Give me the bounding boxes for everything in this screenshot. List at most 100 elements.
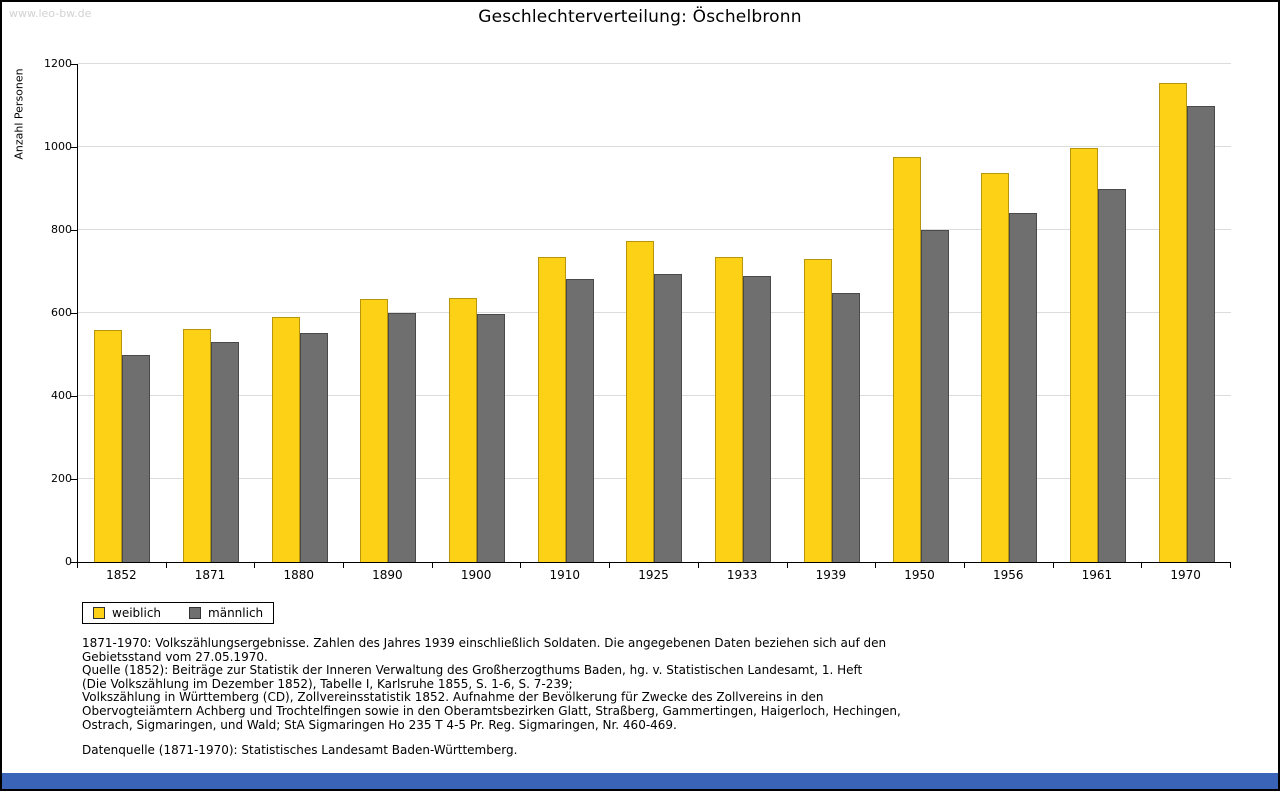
y-tick-label-1200: 1200	[44, 57, 72, 70]
bar-weiblich-1950	[892, 157, 921, 562]
x-tick-label-1871: 1871	[194, 568, 226, 582]
bar-weiblich-1956	[981, 172, 1010, 562]
y-tick-mark-400	[71, 396, 77, 397]
y-tick-label-600: 600	[51, 306, 72, 319]
gridline-1000	[78, 146, 1231, 147]
bar-weiblich-1852	[94, 329, 123, 562]
y-axis-label: Anzahl Personen	[12, 68, 26, 160]
bar-group-1933	[699, 64, 788, 562]
watermark-text: www.leo-bw.de	[9, 7, 92, 20]
y-tick-mark-1200	[71, 64, 77, 65]
bar-männlich-1890	[388, 312, 417, 562]
bar-männlich-1900	[477, 314, 506, 562]
x-tick-label-1961: 1961	[1081, 568, 1113, 582]
bar-männlich-1939	[831, 292, 860, 562]
y-tick-mark-800	[71, 230, 77, 231]
x-axis-labels: 1852 1871 1880 1890 1900 1910 1925 1933 1939 1950…	[77, 568, 1230, 582]
footnote-line-7: Ostrach, Sigmaringen, und Wald; StA Sigm…	[82, 717, 677, 732]
x-tick-label-1950: 1950	[904, 568, 935, 582]
bar-weiblich-1871	[183, 329, 212, 562]
bar-männlich-1880	[299, 332, 328, 562]
legend-label-weiblich: weiblich	[112, 606, 162, 620]
footnote-line-3: Quelle (1852): Beiträge zur Statistik de…	[82, 663, 863, 678]
footnote-line-2: Gebietsstand vom 27.05.1970.	[82, 649, 268, 664]
bar-group-1890	[344, 64, 433, 562]
x-tick-mark-10	[963, 563, 965, 568]
x-tick-mark-11	[1052, 563, 1054, 568]
x-tick-label-1890: 1890	[372, 568, 403, 582]
bar-group-1956	[965, 64, 1054, 562]
footnote-line-5: Volkszählung in Württemberg (CD), Zollve…	[82, 690, 824, 705]
bar-männlich-1950	[920, 229, 949, 562]
footnote-line-1: 1871-1970: Volkszählungsergebnisse. Zahl…	[82, 636, 887, 650]
footnotes: 1871-1970: Volkszählungsergebnisse. Zahl…	[82, 636, 901, 758]
x-tick-label-1933: 1933	[726, 568, 758, 582]
data-source-note: Datenquelle (1871-1970): Statistisches L…	[82, 743, 518, 758]
x-tick-label-1900: 1900	[460, 568, 492, 582]
y-tick-label-1000: 1000	[44, 140, 72, 153]
y-tick-mark-600	[71, 313, 77, 314]
x-tick-label-1925: 1925	[638, 568, 669, 582]
x-tick-mark-2	[254, 563, 256, 568]
bar-männlich-1956	[1009, 212, 1038, 562]
y-tick-label-0: 0	[65, 555, 72, 568]
bar-weiblich-1900	[449, 297, 478, 562]
x-tick-mark-7	[697, 563, 699, 568]
footer-bar	[2, 773, 1278, 789]
footnote-line-6: Obervogteiämtern Achberg und Trochtelfin…	[82, 703, 901, 718]
bar-männlich-1852	[122, 354, 151, 562]
gridline-1200	[78, 63, 1231, 64]
bar-weiblich-1961	[1069, 148, 1098, 562]
legend-item-männlich: männlich	[189, 606, 263, 620]
bar-weiblich-1880	[271, 317, 300, 562]
bar-group-1961	[1054, 64, 1143, 562]
x-tick-mark-5	[520, 563, 522, 568]
legend-label-männlich: männlich	[208, 606, 264, 620]
x-tick-mark-4	[431, 563, 433, 568]
bar-groups	[78, 64, 1231, 562]
bar-männlich-1871	[211, 342, 240, 562]
x-tick-mark-3	[343, 563, 345, 568]
y-tick-mark-0	[71, 562, 77, 563]
x-tick-mark-1	[165, 563, 167, 568]
bar-group-1939	[788, 64, 877, 562]
bar-group-1900	[433, 64, 522, 562]
y-tick-label-400: 400	[51, 389, 72, 402]
x-tick-mark-12	[1141, 563, 1143, 568]
bar-group-1852	[78, 64, 167, 562]
bar-männlich-1970	[1186, 105, 1215, 562]
bar-männlich-1925	[654, 274, 683, 562]
x-tick-label-1910: 1910	[549, 568, 581, 582]
legend-item-weiblich: weiblich	[93, 606, 161, 620]
legend-swatch-männlich	[189, 607, 202, 619]
y-tick-mark-1000	[71, 147, 77, 148]
y-tick-label-800: 800	[51, 223, 72, 236]
plot-area	[77, 63, 1231, 568]
bar-weiblich-1970	[1158, 83, 1187, 562]
footnote-paragraph: 1871-1970: Volkszählungsergebnisse. Zahl…	[82, 636, 901, 732]
bar-männlich-1910	[565, 279, 594, 562]
x-tick-mark-6	[609, 563, 611, 568]
y-tick-mark-200	[71, 479, 77, 480]
bar-weiblich-1939	[803, 258, 832, 562]
y-tick-label-200: 200	[51, 472, 72, 485]
bar-group-1925	[610, 64, 699, 562]
x-tick-label-1852: 1852	[106, 568, 137, 582]
bar-group-1880	[255, 64, 344, 562]
x-tick-label-1880: 1880	[283, 568, 314, 582]
x-tick-label-1956: 1956	[992, 568, 1024, 582]
bar-weiblich-1933	[715, 256, 744, 562]
bar-group-1910	[521, 64, 610, 562]
gridline-800	[78, 229, 1231, 230]
footnote-line-4: (Die Volkszählung im Dezember 1852), Tab…	[82, 676, 573, 691]
x-tick-label-1939: 1939	[815, 568, 847, 582]
bar-group-1970	[1142, 64, 1231, 562]
x-tick-mark-13	[1230, 563, 1231, 568]
bar-group-1871	[167, 64, 256, 562]
chart-title: Geschlechterverteilung: Öschelbronn	[478, 7, 802, 27]
bar-männlich-1961	[1097, 189, 1126, 562]
bar-weiblich-1890	[360, 299, 389, 562]
bar-weiblich-1925	[626, 241, 655, 562]
x-tick-label-1970: 1970	[1170, 568, 1201, 582]
